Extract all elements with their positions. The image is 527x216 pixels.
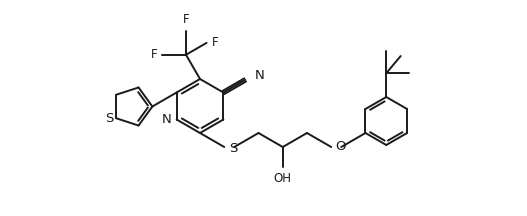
Text: F: F bbox=[151, 48, 157, 61]
Text: N: N bbox=[162, 113, 172, 126]
Text: O: O bbox=[335, 140, 346, 154]
Text: S: S bbox=[105, 112, 113, 125]
Text: F: F bbox=[212, 36, 218, 49]
Text: OH: OH bbox=[274, 172, 292, 185]
Text: F: F bbox=[183, 13, 189, 26]
Text: N: N bbox=[255, 68, 264, 81]
Text: S: S bbox=[229, 143, 238, 156]
